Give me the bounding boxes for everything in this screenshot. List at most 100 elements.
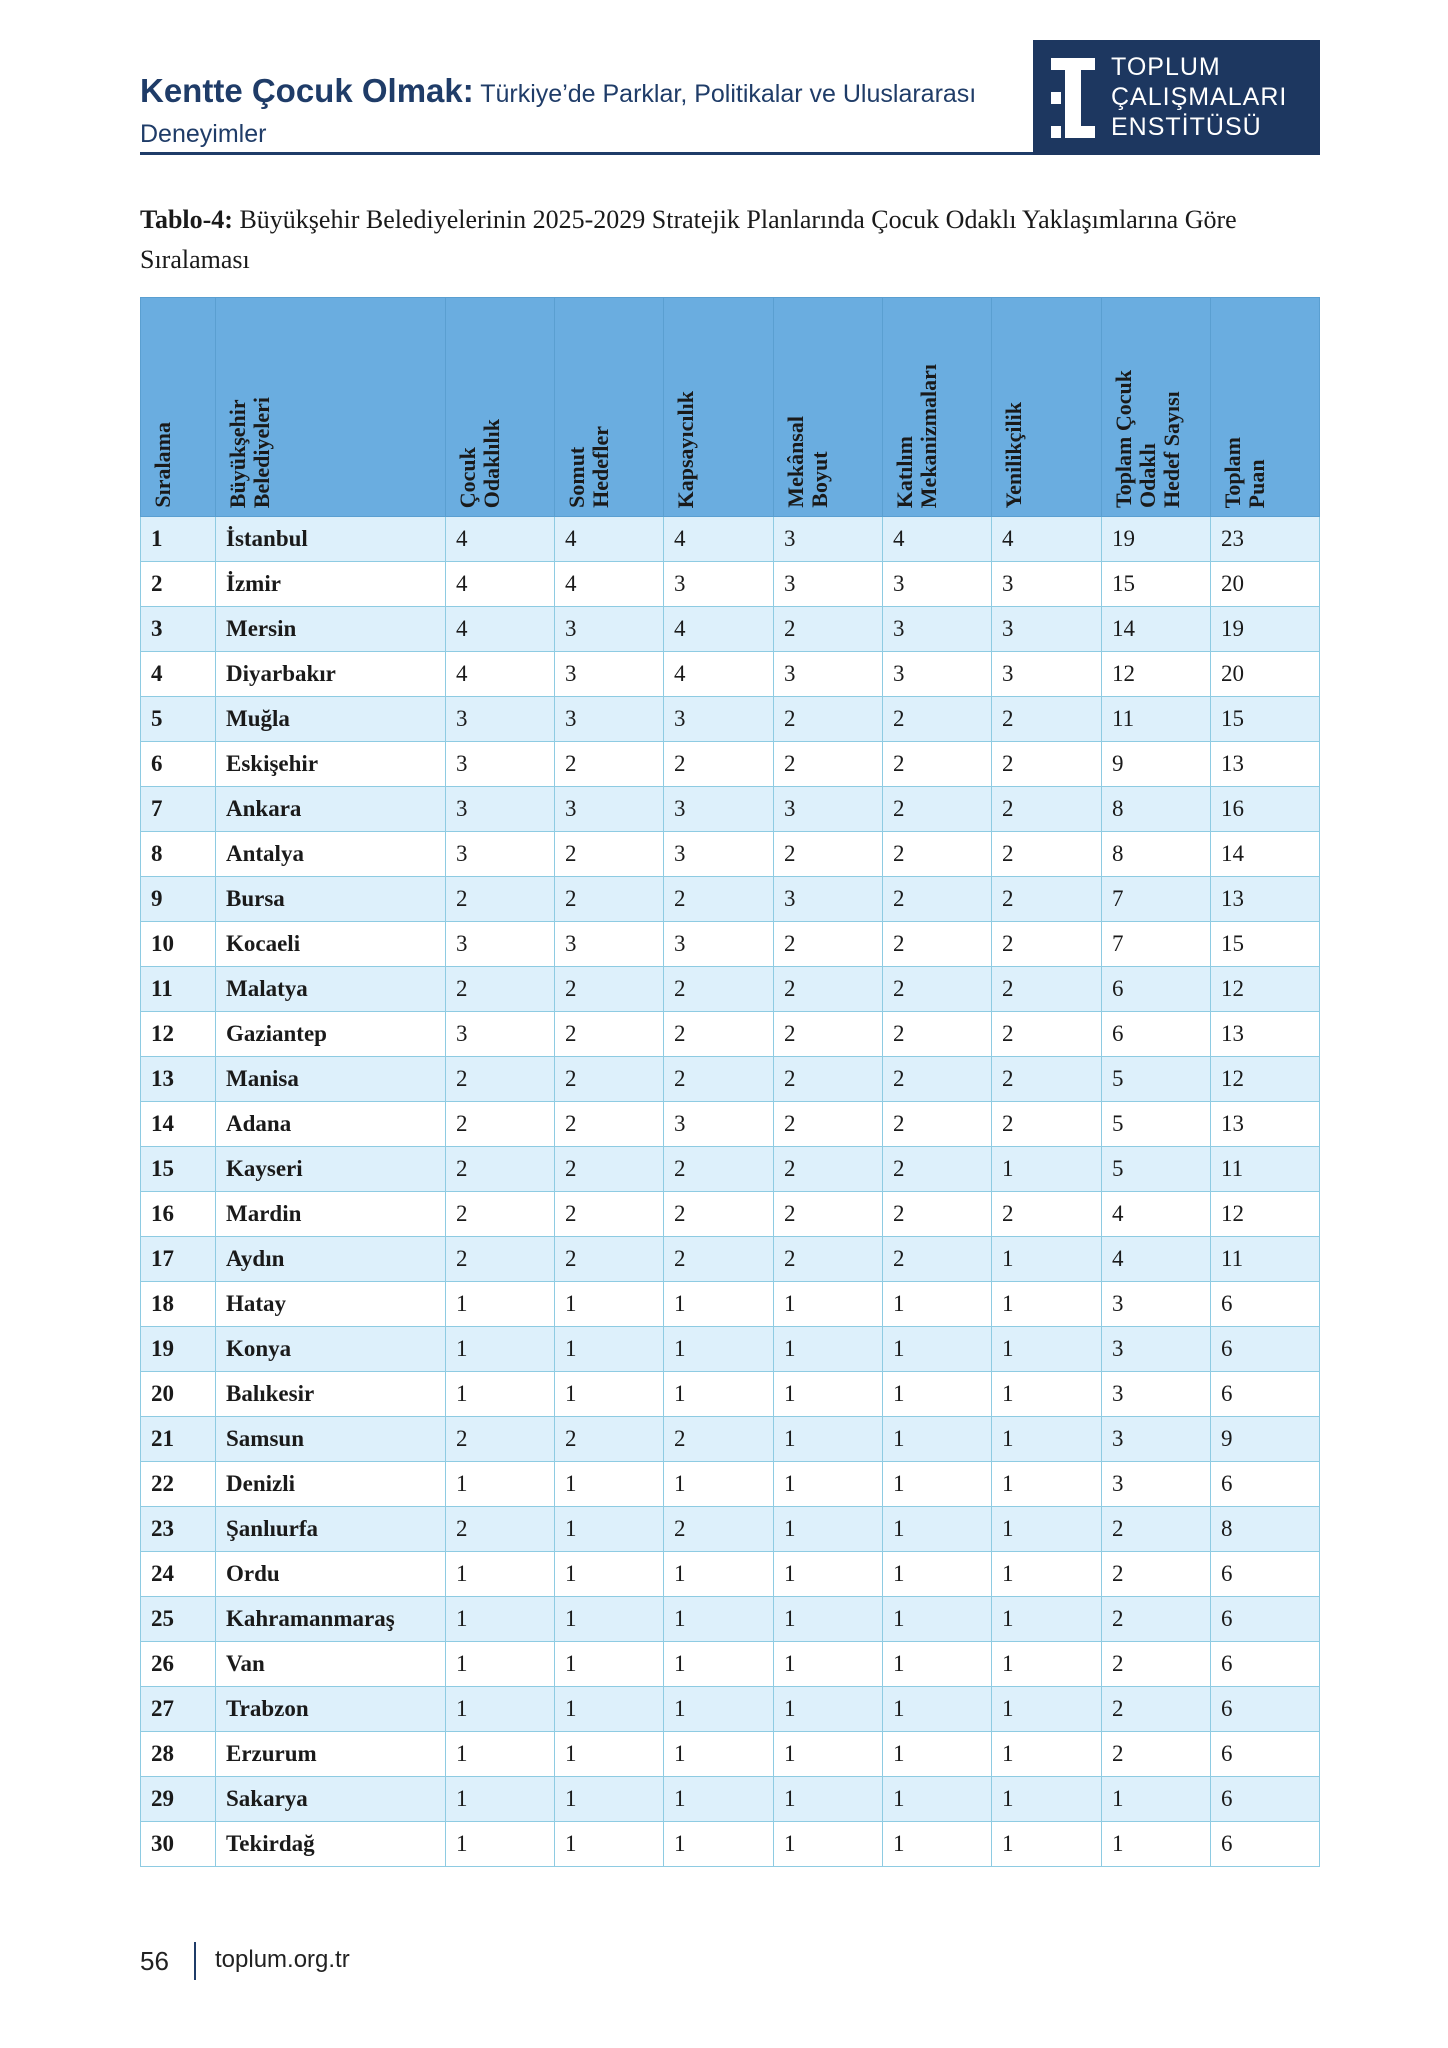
score-cell: 2 bbox=[882, 786, 992, 832]
score-cell: 3 bbox=[663, 786, 774, 832]
score-cell: 8 bbox=[1101, 831, 1211, 877]
score-cell: 20 bbox=[1210, 561, 1320, 607]
score-cell: 3 bbox=[554, 786, 664, 832]
score-cell: 2 bbox=[773, 1191, 883, 1237]
score-cell: 1 bbox=[882, 1686, 992, 1732]
score-cell: 4 bbox=[1101, 1236, 1211, 1282]
municipality-cell: Balıkesir bbox=[215, 1371, 446, 1417]
municipality-cell: İstanbul bbox=[215, 516, 446, 562]
score-cell: 1 bbox=[991, 1146, 1102, 1192]
municipality-cell: Muğla bbox=[215, 696, 446, 742]
score-cell: 1 bbox=[991, 1371, 1102, 1417]
score-cell: 3 bbox=[445, 786, 555, 832]
score-cell: 9 bbox=[1101, 741, 1211, 787]
score-cell: 3 bbox=[1101, 1416, 1211, 1462]
score-cell: 1 bbox=[991, 1416, 1102, 1462]
rank-cell: 30 bbox=[140, 1821, 216, 1867]
ranking-table: Sıralama Büyükşehir Belediyeleri Çocuk Oda… bbox=[140, 297, 1320, 1867]
table-row: 24 Ordu 1 1 1 1 1 1 2 6 bbox=[140, 1551, 1320, 1597]
column-header: Yenilikçilik bbox=[991, 297, 1102, 517]
score-cell: 15 bbox=[1210, 696, 1320, 742]
score-cell: 4 bbox=[445, 606, 555, 652]
score-cell: 1 bbox=[445, 1776, 555, 1822]
score-cell: 2 bbox=[1101, 1506, 1211, 1552]
score-cell: 2 bbox=[663, 1011, 774, 1057]
score-cell: 2 bbox=[554, 876, 664, 922]
logo-text: TOPLUM ÇALIŞMALARI ENSTİTÜSÜ bbox=[1111, 52, 1287, 142]
score-cell: 2 bbox=[663, 1236, 774, 1282]
score-cell: 4 bbox=[663, 651, 774, 697]
score-cell: 2 bbox=[554, 1101, 664, 1147]
score-cell: 23 bbox=[1210, 516, 1320, 562]
score-cell: 2 bbox=[882, 1056, 992, 1102]
score-cell: 2 bbox=[991, 921, 1102, 967]
title-bold: Kentte Çocuk Olmak: bbox=[140, 72, 474, 109]
column-header-label: Kapsayıcılık bbox=[673, 390, 698, 508]
rank-cell: 17 bbox=[140, 1236, 216, 1282]
score-cell: 2 bbox=[882, 1191, 992, 1237]
score-cell: 1 bbox=[882, 1416, 992, 1462]
municipality-cell: Bursa bbox=[215, 876, 446, 922]
score-cell: 7 bbox=[1101, 921, 1211, 967]
score-cell: 8 bbox=[1101, 786, 1211, 832]
municipality-cell: Kayseri bbox=[215, 1146, 446, 1192]
score-cell: 12 bbox=[1210, 1191, 1320, 1237]
table-row: 30 Tekirdağ 1 1 1 1 1 1 1 6 bbox=[140, 1821, 1320, 1867]
table-row: 11 Malatya 2 2 2 2 2 2 6 12 bbox=[140, 966, 1320, 1012]
score-cell: 1 bbox=[663, 1641, 774, 1687]
score-cell: 3 bbox=[663, 561, 774, 607]
score-cell: 1 bbox=[882, 1326, 992, 1372]
score-cell: 1 bbox=[773, 1731, 883, 1777]
score-cell: 2 bbox=[773, 1011, 883, 1057]
rank-cell: 22 bbox=[140, 1461, 216, 1507]
rank-cell: 1 bbox=[140, 516, 216, 562]
score-cell: 1 bbox=[991, 1596, 1102, 1642]
table-row: 13 Manisa 2 2 2 2 2 2 5 12 bbox=[140, 1056, 1320, 1102]
logo-mark-icon bbox=[1051, 58, 1095, 138]
score-cell: 1 bbox=[773, 1326, 883, 1372]
score-cell: 1 bbox=[554, 1506, 664, 1552]
score-cell: 2 bbox=[991, 831, 1102, 877]
score-cell: 1 bbox=[554, 1551, 664, 1597]
score-cell: 2 bbox=[663, 1191, 774, 1237]
score-cell: 2 bbox=[445, 1236, 555, 1282]
score-cell: 1 bbox=[554, 1776, 664, 1822]
score-cell: 1 bbox=[773, 1596, 883, 1642]
rank-cell: 26 bbox=[140, 1641, 216, 1687]
score-cell: 12 bbox=[1210, 1056, 1320, 1102]
score-cell: 1 bbox=[663, 1821, 774, 1867]
table-row: 9 Bursa 2 2 2 3 2 2 7 13 bbox=[140, 876, 1320, 922]
score-cell: 1 bbox=[445, 1326, 555, 1372]
column-header-label: Toplam Çocuk Odaklı Hedef Sayısı bbox=[1111, 370, 1184, 508]
logo-line: ÇALIŞMALARI bbox=[1111, 83, 1288, 111]
score-cell: 3 bbox=[773, 561, 883, 607]
score-cell: 2 bbox=[445, 1506, 555, 1552]
table-row: 6 Eskişehir 3 2 2 2 2 2 9 13 bbox=[140, 741, 1320, 787]
table-row: 14 Adana 2 2 3 2 2 2 5 13 bbox=[140, 1101, 1320, 1147]
column-header: Çocuk Odaklılık bbox=[445, 297, 555, 517]
footer-divider bbox=[194, 1942, 196, 1980]
score-cell: 3 bbox=[554, 606, 664, 652]
score-cell: 1 bbox=[991, 1506, 1102, 1552]
score-cell: 11 bbox=[1210, 1236, 1320, 1282]
score-cell: 2 bbox=[554, 1056, 664, 1102]
score-cell: 4 bbox=[554, 561, 664, 607]
rank-cell: 29 bbox=[140, 1776, 216, 1822]
score-cell: 1 bbox=[773, 1461, 883, 1507]
score-cell: 3 bbox=[991, 651, 1102, 697]
score-cell: 3 bbox=[773, 651, 883, 697]
score-cell: 2 bbox=[554, 741, 664, 787]
column-header: Somut Hedefler bbox=[554, 297, 664, 517]
table-row: 28 Erzurum 1 1 1 1 1 1 2 6 bbox=[140, 1731, 1320, 1777]
score-cell: 1 bbox=[663, 1686, 774, 1732]
score-cell: 1 bbox=[991, 1686, 1102, 1732]
score-cell: 6 bbox=[1210, 1776, 1320, 1822]
score-cell: 2 bbox=[1101, 1731, 1211, 1777]
footer-url[interactable]: toplum.org.tr bbox=[215, 1946, 350, 1973]
table-row: 20 Balıkesir 1 1 1 1 1 1 3 6 bbox=[140, 1371, 1320, 1417]
column-header-label: Yenilikçilik bbox=[1001, 401, 1026, 508]
score-cell: 2 bbox=[991, 696, 1102, 742]
score-cell: 4 bbox=[991, 516, 1102, 562]
score-cell: 4 bbox=[445, 561, 555, 607]
document-title: Kentte Çocuk Olmak: Türkiye’de Parklar, … bbox=[140, 72, 1020, 156]
